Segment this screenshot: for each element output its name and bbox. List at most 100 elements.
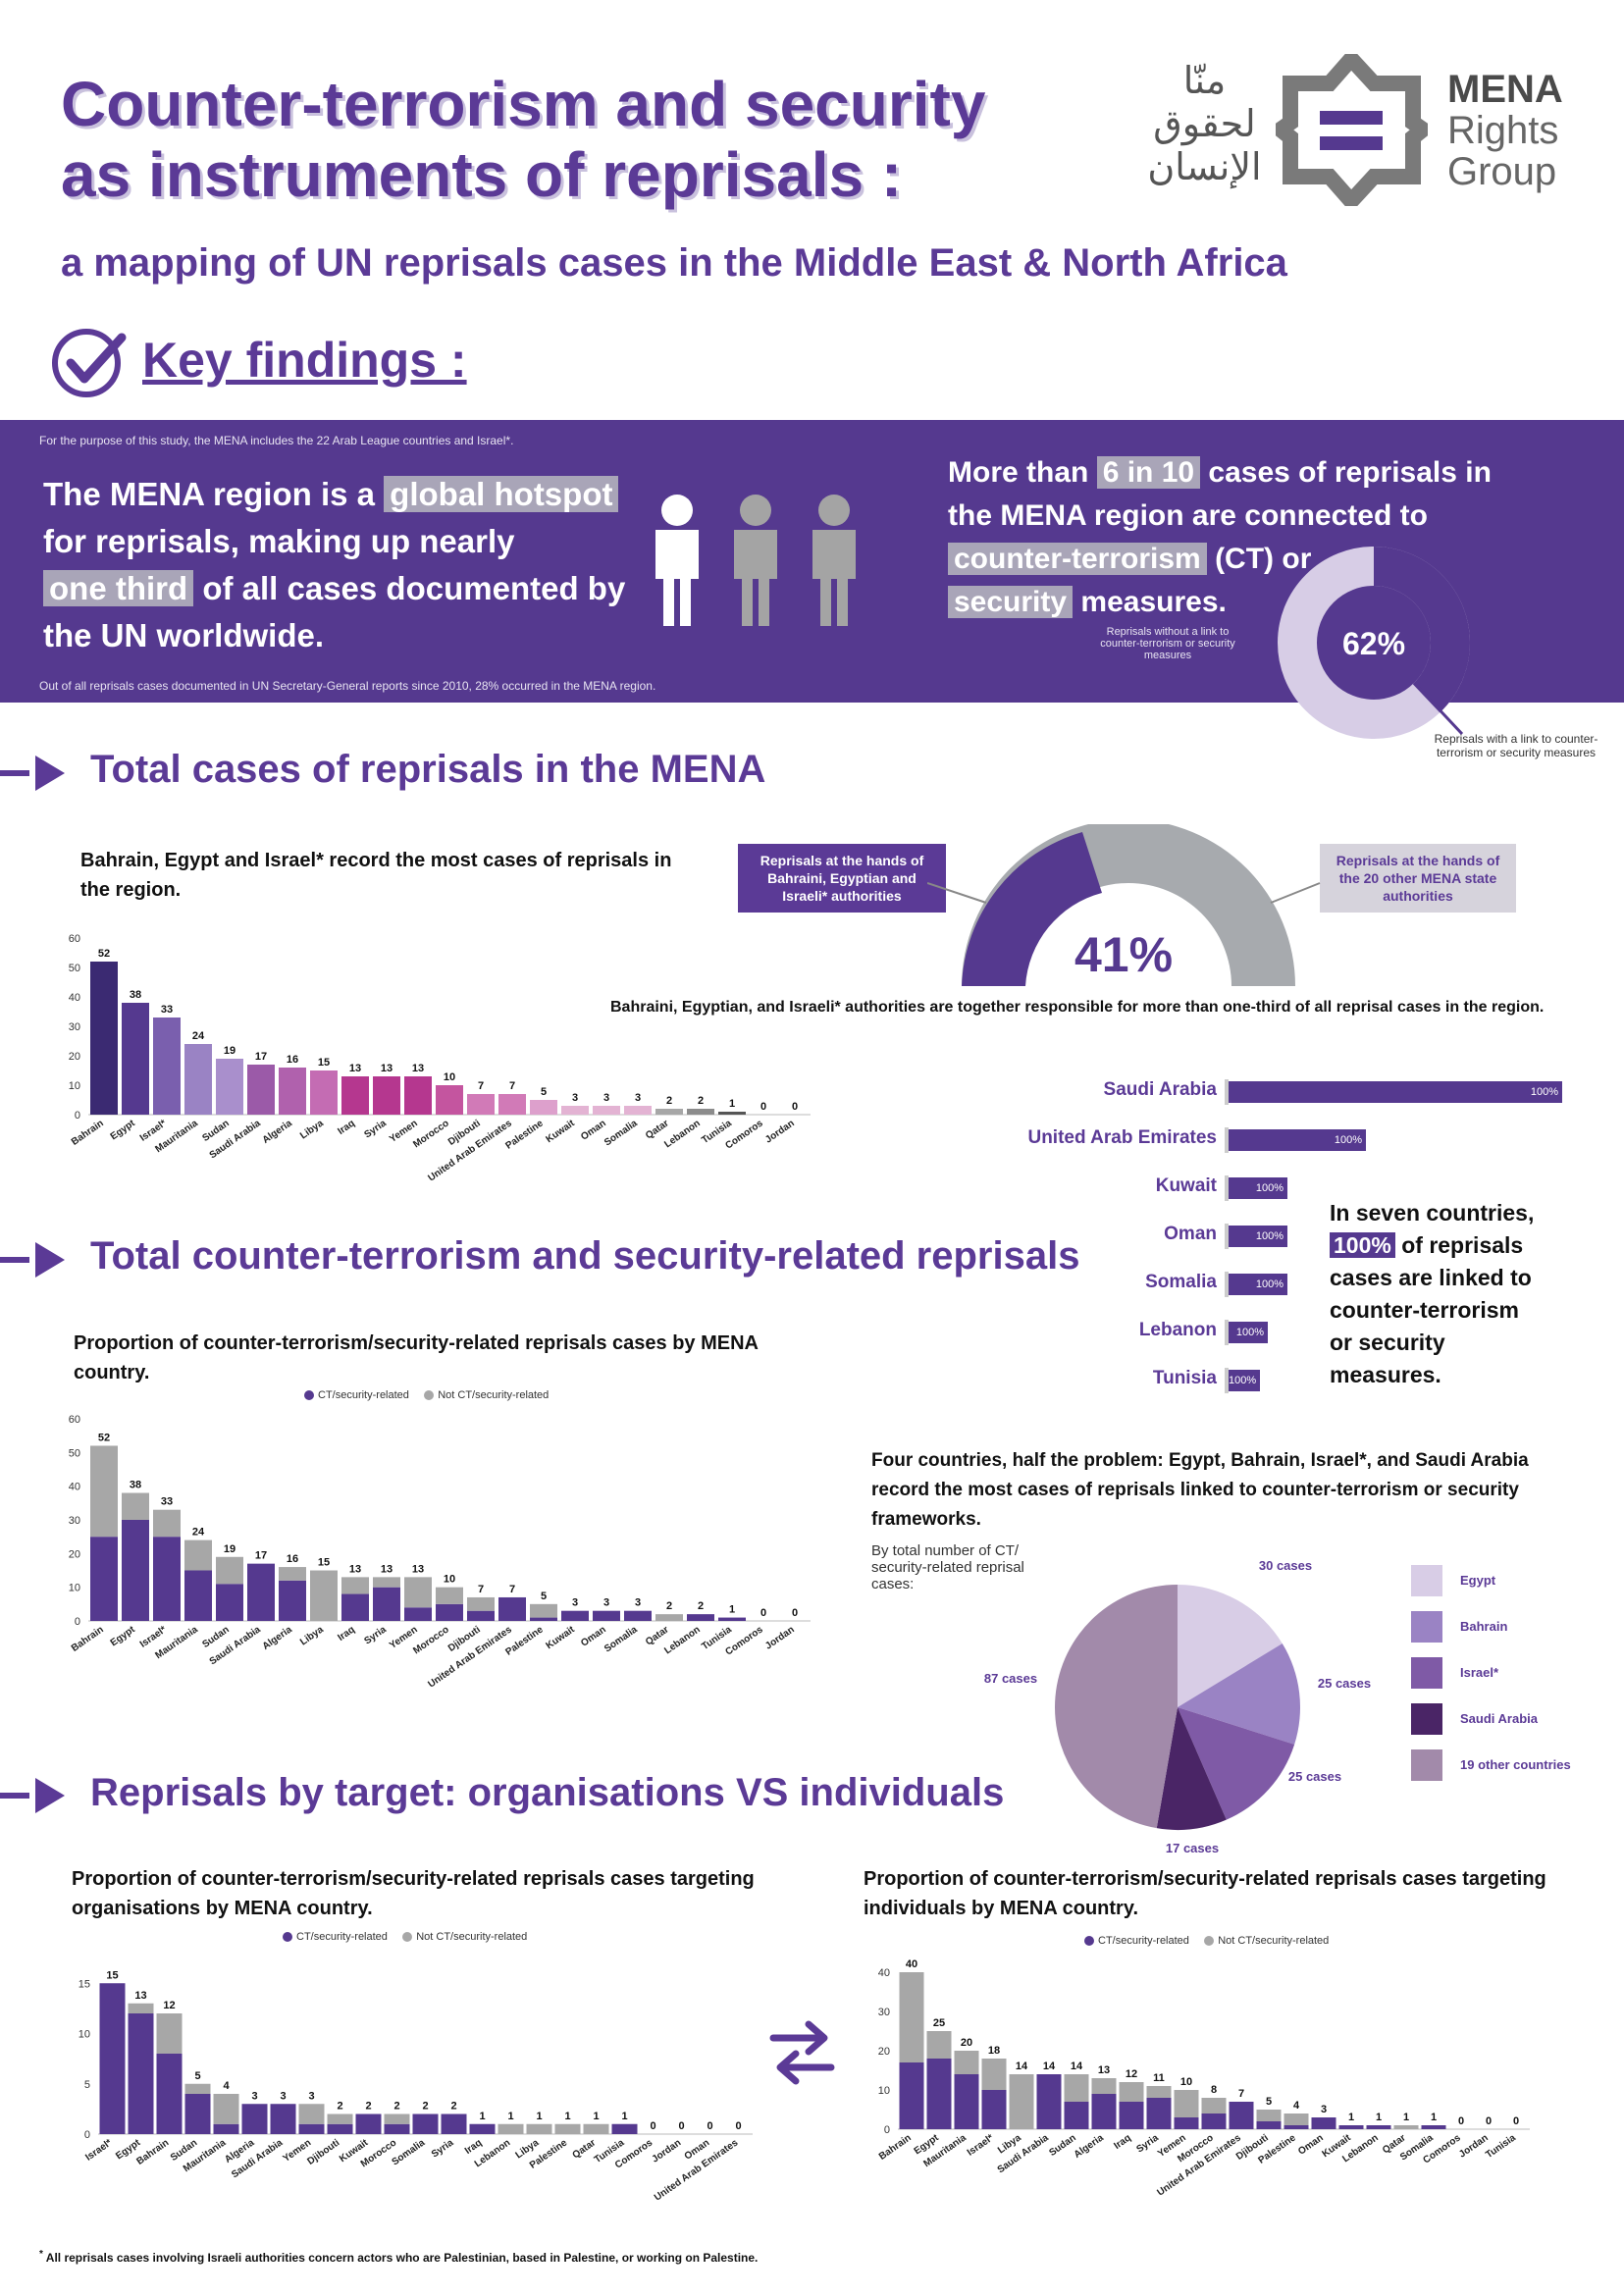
bar-not-ct <box>184 2083 211 2094</box>
bar-ct <box>90 1537 118 1621</box>
data-label: 3 <box>572 1092 578 1104</box>
data-label: 1 <box>1376 2112 1382 2123</box>
x-tick-label: Bahrain <box>70 1624 106 1653</box>
data-label: 0 <box>1486 2115 1492 2127</box>
bar-not-ct <box>926 2031 952 2059</box>
swap-arrows-icon <box>769 2020 835 2085</box>
hbar-row: Lebanon 100% <box>1021 1320 1570 1345</box>
chart-individuals: 01020304040Bahrain25Egypt20Mauritania18I… <box>877 1958 1530 2199</box>
data-label: 4 <box>223 2080 230 2092</box>
bar-not-ct <box>1091 2078 1117 2094</box>
bar-not-ct <box>655 1614 683 1621</box>
hbar: 100% <box>1229 1177 1287 1199</box>
y-tick-label: 40 <box>69 992 80 1004</box>
bar-ct <box>1421 2125 1446 2129</box>
pie-legend-swatch <box>1411 1749 1442 1781</box>
data-label: 13 <box>349 1063 361 1074</box>
x-tick-label: Algeria <box>261 1118 294 1146</box>
hbar-axis <box>1225 1320 1229 1345</box>
pie-legend-label: Bahrain <box>1460 1619 1508 1634</box>
y-tick-label: 10 <box>79 2029 90 2041</box>
y-tick-label: 30 <box>878 2007 890 2018</box>
pie-legend-item: Israel* <box>1411 1657 1607 1689</box>
hbar-axis <box>1225 1272 1229 1297</box>
hbar-row: Tunisia 100% <box>1021 1368 1570 1393</box>
legend-not-label: Not CT/security-related <box>438 1389 550 1401</box>
x-tick-label: Iraq <box>336 1624 356 1644</box>
pie-slice-label: 25 cases <box>1318 1676 1371 1691</box>
y-tick-label: 0 <box>75 1616 80 1628</box>
bar-not-ct <box>1256 2110 1282 2121</box>
bar-ct <box>373 1587 400 1621</box>
x-tick-label: Iraq <box>336 1118 356 1137</box>
bar-not-ct <box>467 1596 495 1611</box>
data-label: 0 <box>760 1607 766 1619</box>
y-tick-label: 5 <box>84 2079 90 2091</box>
hbar-axis <box>1225 1368 1229 1393</box>
data-label: 5 <box>194 2070 200 2082</box>
section-arrow-icon <box>0 1242 65 1278</box>
data-label: 13 <box>381 1563 393 1575</box>
data-label: 12 <box>1126 2068 1137 2080</box>
data-label: 15 <box>318 1557 330 1569</box>
y-tick-label: 0 <box>75 1110 80 1122</box>
pie-slice-label: 87 cases <box>984 1671 1037 1686</box>
hbar-row: Oman 100% <box>1021 1224 1570 1249</box>
bar-not-ct <box>90 1445 118 1538</box>
chart-org-legend: CT/security-related Not CT/security-rela… <box>283 1931 527 1943</box>
bar-ct <box>1201 2113 1227 2129</box>
bar-ct <box>355 2113 382 2134</box>
bar-ct <box>1338 2125 1364 2129</box>
donut-without-segment <box>1278 547 1470 739</box>
data-label: 3 <box>603 1597 609 1609</box>
data-label: 13 <box>349 1563 361 1575</box>
x-tick-label: Egypt <box>109 1118 138 1142</box>
data-label: 2 <box>698 1095 704 1107</box>
pie-legend-item: 19 other countries <box>1411 1749 1607 1781</box>
bar-ct <box>327 2123 353 2134</box>
x-tick-label: Djibouti <box>305 2137 341 2166</box>
data-label: 2 <box>337 2101 342 2113</box>
data-label: 8 <box>1211 2084 1217 2096</box>
data-label: 1 <box>479 2111 485 2122</box>
x-tick-label: Lebanon <box>662 1118 702 1150</box>
data-label: 40 <box>906 1958 917 1970</box>
bar-not-ct <box>298 2104 325 2124</box>
pie-legend-item: Bahrain <box>1411 1611 1607 1643</box>
bar-ct <box>1174 2117 1199 2129</box>
bar-ct <box>1091 2094 1117 2129</box>
data-label: 3 <box>603 1092 609 1104</box>
bar <box>373 1076 400 1115</box>
data-label: 3 <box>1321 2104 1327 2115</box>
x-tick-label: Libya <box>298 1624 326 1647</box>
bar-not-ct <box>954 2051 979 2074</box>
pie-slice-label: 25 cases <box>1288 1769 1341 1784</box>
bar-not-ct <box>498 2123 524 2134</box>
bar <box>687 1109 714 1115</box>
x-tick-label: Syria <box>362 1118 389 1140</box>
bar-ct <box>1036 2074 1062 2129</box>
bar-ct <box>561 1610 589 1621</box>
x-tick-label: Bahrain <box>70 1118 106 1147</box>
ct-donut-chart: 62% <box>1278 547 1470 739</box>
bar-not-ct <box>981 2059 1007 2090</box>
x-tick-label: Algeria <box>1073 2132 1106 2161</box>
logo-ar-line: لحقوق <box>1153 102 1256 145</box>
bar-ct <box>216 1584 243 1621</box>
data-label: 1 <box>593 2111 599 2122</box>
bar-not-ct <box>213 2094 239 2124</box>
hbar-row: Kuwait 100% <box>1021 1175 1570 1201</box>
bar-not-ct <box>156 2013 183 2054</box>
pie-legend-swatch <box>1411 1611 1442 1643</box>
data-label: 52 <box>98 948 110 960</box>
section-heading-ct: Total counter-terrorism and security-rel… <box>90 1234 1080 1278</box>
label-other-20: Reprisals at the hands of the 20 other M… <box>1320 844 1516 913</box>
data-label: 16 <box>287 1054 298 1066</box>
pie-chart: 30 cases 25 cases 25 cases 17 cases 87 cases <box>984 1558 1371 1855</box>
data-label: 5 <box>541 1086 547 1098</box>
data-label: 1 <box>1431 2112 1437 2123</box>
bar-ct <box>1283 2125 1309 2129</box>
data-label: 2 <box>422 2101 428 2113</box>
pie-slice <box>1156 1707 1227 1830</box>
bar-ct <box>436 1603 463 1621</box>
